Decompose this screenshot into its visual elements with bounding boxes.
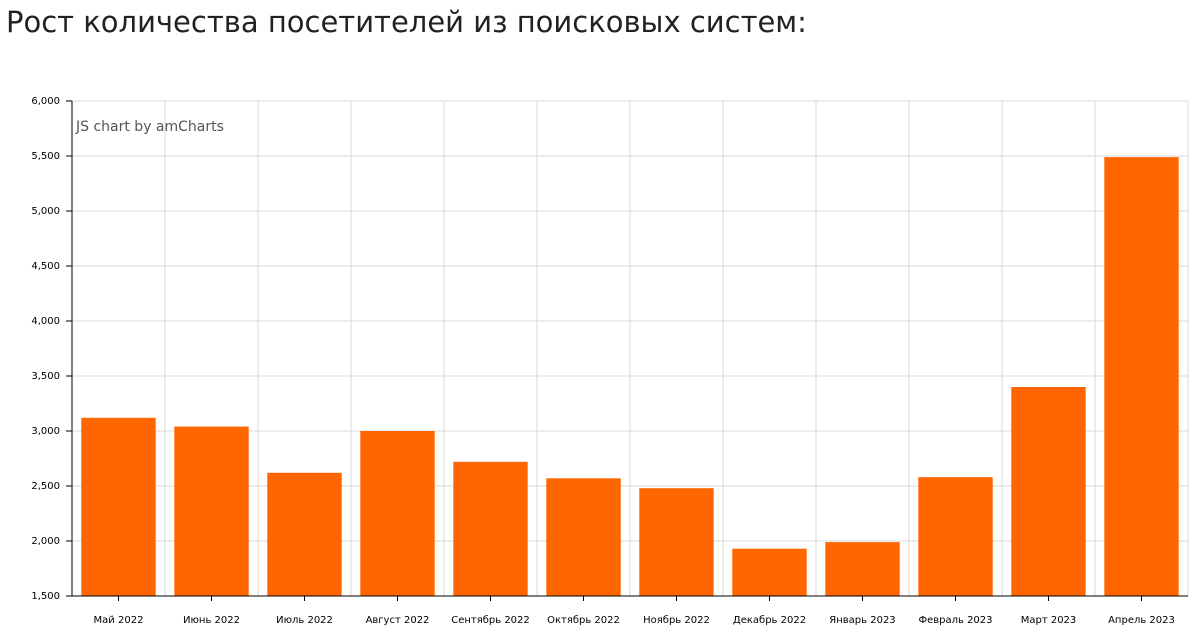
x-tick-label: Март 2023 bbox=[1021, 615, 1077, 626]
bar bbox=[360, 431, 435, 596]
y-tick-label: 5,000 bbox=[31, 206, 60, 217]
x-tick-label: Ноябрь 2022 bbox=[643, 615, 710, 626]
x-tick-label: Октябрь 2022 bbox=[547, 615, 620, 626]
bar bbox=[453, 461, 528, 596]
x-tick-label: Май 2022 bbox=[94, 615, 144, 626]
y-tick-label: 2,500 bbox=[31, 481, 60, 492]
x-tick-label: Декабрь 2022 bbox=[733, 615, 806, 626]
y-tick-label: 5,500 bbox=[31, 151, 60, 162]
bar bbox=[639, 488, 714, 596]
x-tick-label: Июль 2022 bbox=[276, 615, 333, 626]
y-tick-label: 6,000 bbox=[31, 96, 60, 107]
bar bbox=[825, 542, 900, 596]
chart-title: Рост количества посетителей из поисковых… bbox=[6, 5, 807, 39]
x-tick-label: Январь 2023 bbox=[829, 615, 895, 626]
y-tick-label: 1,500 bbox=[31, 591, 60, 602]
x-tick-label: Сентябрь 2022 bbox=[451, 615, 530, 626]
bar bbox=[81, 417, 156, 596]
y-tick-label: 2,000 bbox=[31, 536, 60, 547]
y-tick-label: 4,500 bbox=[31, 261, 60, 272]
bar bbox=[267, 472, 342, 596]
bar bbox=[174, 426, 249, 596]
x-tick-label: Август 2022 bbox=[366, 615, 430, 626]
bar bbox=[1104, 157, 1179, 596]
y-tick-label: 3,500 bbox=[31, 371, 60, 382]
bar bbox=[546, 478, 621, 596]
chart-credit: JS chart by amCharts bbox=[75, 119, 224, 135]
x-tick-label: Июнь 2022 bbox=[183, 615, 240, 626]
x-tick-label: Апрель 2023 bbox=[1108, 615, 1175, 626]
bar bbox=[1011, 387, 1086, 596]
bar bbox=[918, 477, 993, 596]
x-tick-label: Февраль 2023 bbox=[918, 615, 992, 626]
bar bbox=[732, 548, 807, 596]
y-tick-label: 4,000 bbox=[31, 316, 60, 327]
y-tick-label: 3,000 bbox=[31, 426, 60, 437]
